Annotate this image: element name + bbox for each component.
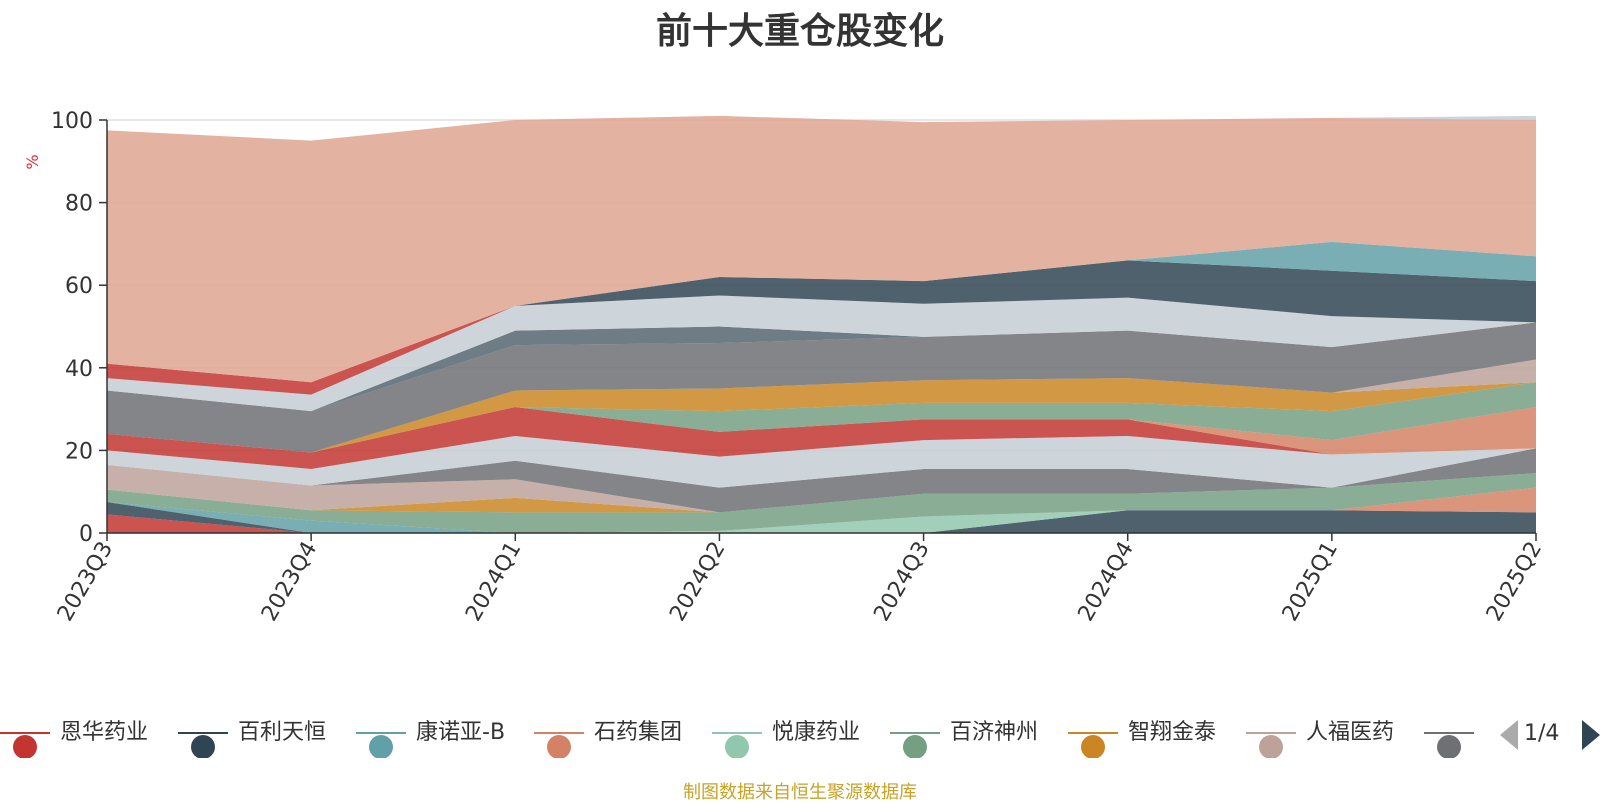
legend: 恩华药业 百利天恒 康诺亚-B 石药集团 悦康药业 百济神州 智翔金泰 人福医药 众生药业 (0, 708, 1480, 758)
legend-item[interactable]: 人福医药 (1246, 718, 1416, 758)
area-series (107, 514, 1536, 533)
area-series (107, 464, 1536, 513)
y-tick-label: 40 (65, 357, 93, 382)
area-series (107, 382, 1536, 453)
y-tick-label: 80 (65, 192, 93, 217)
legend-line (356, 732, 406, 758)
x-tick-label: 2025Q2 (1482, 538, 1547, 626)
x-tick-label: 2025Q1 (1278, 538, 1343, 626)
x-tick-label: 2024Q3 (869, 538, 934, 626)
legend-item[interactable]: 众生药业 (1424, 718, 1480, 758)
legend-line (1246, 732, 1296, 758)
x-tick-label: 2024Q2 (665, 538, 730, 626)
area-series (107, 473, 1536, 513)
area-series (107, 448, 1536, 513)
legend-line (1424, 732, 1474, 758)
legend-marker-icon (547, 735, 571, 758)
x-tick-label: 2024Q1 (461, 538, 526, 626)
legend-label: 智翔金泰 (1128, 720, 1217, 745)
legend-next-page-icon[interactable] (1582, 720, 1600, 750)
legend-line (1068, 732, 1118, 758)
area-series-layer (107, 115, 1536, 533)
area-series (107, 115, 1536, 141)
y-tick-label: 20 (65, 439, 93, 464)
source-note: 制图数据来自恒生聚源数据库 (683, 782, 917, 803)
legend-marker-icon (191, 735, 215, 758)
legend-marker-icon (725, 735, 749, 758)
area-series (107, 435, 1536, 488)
legend-item[interactable]: 智翔金泰 (1068, 718, 1238, 758)
area-series (107, 378, 1536, 453)
area-series (107, 295, 1536, 412)
legend-label: 百济神州 (950, 720, 1039, 745)
legend-marker-icon (903, 735, 927, 758)
legend-marker-icon (13, 735, 37, 758)
legend-label: 石药集团 (594, 720, 683, 745)
legend-prev-page-icon[interactable] (1500, 720, 1518, 750)
legend-marker-icon (369, 735, 393, 758)
legend-marker-icon (1081, 735, 1105, 758)
legend-line (0, 732, 50, 758)
legend-item[interactable]: 百济神州 (890, 718, 1060, 758)
x-tick-label: 2023Q4 (257, 538, 322, 626)
legend-item[interactable]: 百利天恒 (178, 718, 348, 758)
legend-label: 人福医药 (1306, 720, 1395, 745)
area-series (107, 115, 1536, 383)
x-tick-label: 2023Q3 (53, 538, 118, 626)
stacked-area-chart: 0 20 40 60 80 100 2023Q3 2023Q4 2024Q1 2024Q2 2024… (23, 109, 1547, 626)
legend-line (712, 732, 762, 758)
area-series (107, 260, 1536, 395)
legend-label: 悦康药业 (772, 720, 861, 745)
legend-line (178, 732, 228, 758)
area-series (107, 241, 1536, 395)
legend-item[interactable]: 悦康药业 (712, 718, 882, 758)
legend-marker-icon (1437, 735, 1461, 758)
area-series (107, 487, 1536, 533)
legend-label: 百利天恒 (238, 720, 327, 745)
legend-pager: 1/4 (1500, 718, 1600, 754)
legend-item[interactable]: 石药集团 (534, 718, 704, 758)
legend-item[interactable]: 康诺亚-B (356, 718, 526, 758)
area-series (107, 407, 1536, 455)
x-tick-label: 2024Q4 (1074, 538, 1139, 626)
chart-title: 前十大重仓股变化 (655, 11, 944, 52)
legend-label: 康诺亚-B (416, 720, 506, 745)
legend-line (534, 732, 584, 758)
y-tick-label: 60 (65, 274, 93, 299)
legend-item[interactable]: 恩华药业 (0, 718, 170, 758)
legend-line (890, 732, 940, 758)
legend-marker-icon (1259, 735, 1283, 758)
y-axis-label: % (23, 154, 42, 169)
area-series (107, 502, 1536, 533)
area-series (107, 241, 1536, 395)
y-tick-label: 100 (51, 109, 93, 134)
legend-page-indicator: 1/4 (1524, 721, 1560, 746)
area-series (107, 407, 1536, 469)
legend-label: 恩华药业 (60, 720, 149, 745)
y-tick-label: 0 (79, 522, 93, 547)
area-series (107, 322, 1536, 453)
